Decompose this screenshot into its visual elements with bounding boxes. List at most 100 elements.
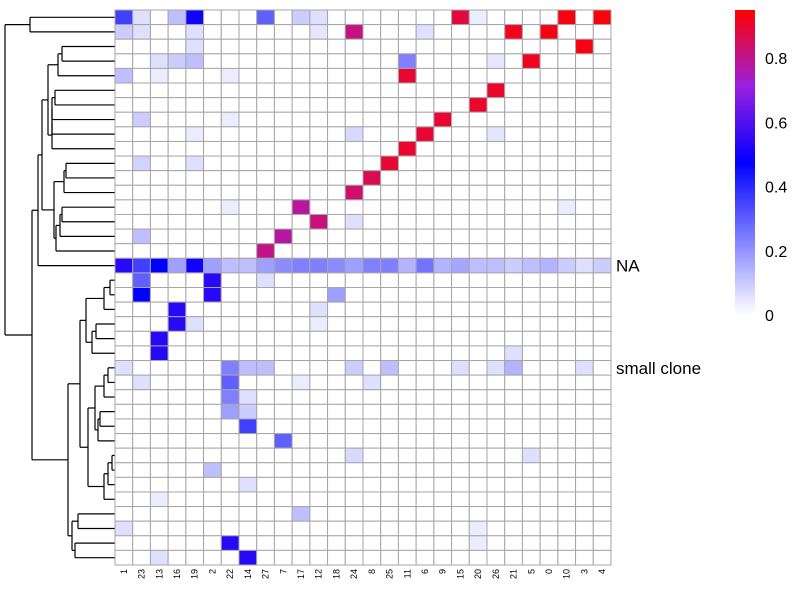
heatmap-cell bbox=[291, 433, 311, 449]
heatmap-cell bbox=[132, 345, 151, 362]
heatmap-cell bbox=[557, 301, 577, 318]
heatmap-cell bbox=[203, 316, 222, 332]
heatmap-cell bbox=[185, 155, 205, 172]
heatmap-cell bbox=[592, 53, 612, 69]
heatmap-cell bbox=[451, 199, 470, 215]
heatmap-cell bbox=[433, 520, 453, 537]
heatmap-cell bbox=[238, 9, 258, 26]
heatmap-cell bbox=[451, 243, 470, 259]
heatmap-cell bbox=[433, 360, 453, 376]
heatmap-cell bbox=[557, 535, 577, 551]
heatmap-cell bbox=[344, 287, 364, 303]
heatmap-cell bbox=[203, 53, 222, 69]
heatmap-cell bbox=[167, 170, 187, 186]
heatmap-cell bbox=[220, 520, 240, 537]
heatmap-cell bbox=[132, 287, 151, 303]
heatmap-cell bbox=[256, 140, 275, 157]
heatmap-cell bbox=[521, 535, 541, 551]
heatmap-cell bbox=[309, 360, 329, 376]
heatmap-cell bbox=[415, 447, 435, 464]
heatmap-cell bbox=[380, 360, 399, 376]
heatmap-cell bbox=[327, 316, 346, 332]
heatmap-cell bbox=[132, 67, 151, 84]
heatmap-cell bbox=[256, 53, 275, 69]
heatmap-cell bbox=[344, 476, 364, 493]
heatmap-cell bbox=[114, 228, 134, 245]
heatmap-cell bbox=[557, 199, 577, 215]
column-label: 12 bbox=[314, 569, 324, 579]
heatmap-cell bbox=[486, 140, 506, 157]
heatmap-cell bbox=[539, 111, 559, 128]
heatmap-cell bbox=[486, 287, 506, 303]
heatmap-cell bbox=[521, 272, 541, 289]
heatmap-cell bbox=[256, 67, 275, 84]
heatmap-cell bbox=[451, 374, 470, 391]
heatmap-cell bbox=[114, 520, 134, 537]
heatmap-cell bbox=[521, 360, 541, 376]
heatmap-cell bbox=[575, 53, 594, 69]
heatmap-cell bbox=[149, 67, 169, 84]
heatmap-cell bbox=[185, 418, 205, 435]
heatmap-cell bbox=[486, 374, 506, 391]
heatmap-cell bbox=[238, 403, 258, 420]
heatmap-cell bbox=[486, 535, 506, 551]
heatmap-cell bbox=[433, 97, 453, 113]
heatmap-cell bbox=[220, 126, 240, 142]
column-label: 17 bbox=[296, 569, 306, 579]
heatmap-cell bbox=[185, 433, 205, 449]
heatmap-cell bbox=[185, 287, 205, 303]
heatmap-cell bbox=[167, 535, 187, 551]
heatmap-cell bbox=[557, 506, 577, 522]
heatmap-cell bbox=[238, 520, 258, 537]
heatmap-cell bbox=[486, 433, 506, 449]
heatmap-cell bbox=[273, 301, 293, 318]
column-labels: 1 23 13 16 19 2 22 14 27 7 17 12 18 24 8 25 11 6 9 15 20 26 21… bbox=[119, 569, 607, 579]
heatmap-cell bbox=[362, 491, 382, 508]
heatmap-cell bbox=[557, 316, 577, 332]
heatmap-cell bbox=[185, 67, 205, 84]
heatmap-cell bbox=[344, 53, 364, 69]
heatmap-cell bbox=[592, 301, 612, 318]
heatmap-cell bbox=[468, 301, 488, 318]
heatmap-cell bbox=[344, 9, 364, 26]
heatmap-cell bbox=[397, 462, 417, 478]
heatmap-cell bbox=[256, 111, 275, 128]
heatmap-cell bbox=[220, 199, 240, 215]
heatmap-cell bbox=[149, 418, 169, 435]
heatmap-cell bbox=[273, 360, 293, 376]
heatmap-cell bbox=[539, 549, 559, 566]
heatmap-cell bbox=[185, 462, 205, 478]
heatmap-cell bbox=[539, 433, 559, 449]
heatmap-cell bbox=[539, 360, 559, 376]
heatmap-cell bbox=[291, 330, 311, 347]
heatmap-cell bbox=[397, 301, 417, 318]
heatmap-cell bbox=[167, 418, 187, 435]
heatmap-cell bbox=[344, 433, 364, 449]
heatmap-cell bbox=[273, 53, 293, 69]
heatmap-cell bbox=[220, 9, 240, 26]
heatmap-cell bbox=[291, 67, 311, 84]
heatmap-cell bbox=[433, 24, 453, 40]
heatmap-cell bbox=[327, 389, 346, 405]
heatmap-cell bbox=[592, 549, 612, 566]
heatmap-cell bbox=[380, 38, 399, 55]
heatmap-cell bbox=[592, 111, 612, 128]
heatmap-cell bbox=[203, 243, 222, 259]
heatmap-cell bbox=[256, 38, 275, 55]
heatmap-cell bbox=[149, 374, 169, 391]
heatmap-cell bbox=[397, 287, 417, 303]
heatmap-cell bbox=[468, 287, 488, 303]
heatmap-cell bbox=[238, 316, 258, 332]
heatmap-cell bbox=[592, 228, 612, 245]
heatmap-cell bbox=[327, 140, 346, 157]
heatmap-cell bbox=[114, 462, 134, 478]
heatmap-cell bbox=[309, 67, 329, 84]
heatmap-cell bbox=[273, 389, 293, 405]
heatmap-cell bbox=[185, 506, 205, 522]
heatmap-cell bbox=[362, 418, 382, 435]
heatmap-cell bbox=[504, 97, 523, 113]
heatmap-cell bbox=[451, 82, 470, 99]
heatmap-cell bbox=[557, 97, 577, 113]
heatmap-cell bbox=[380, 403, 399, 420]
heatmap-cell bbox=[380, 374, 399, 391]
